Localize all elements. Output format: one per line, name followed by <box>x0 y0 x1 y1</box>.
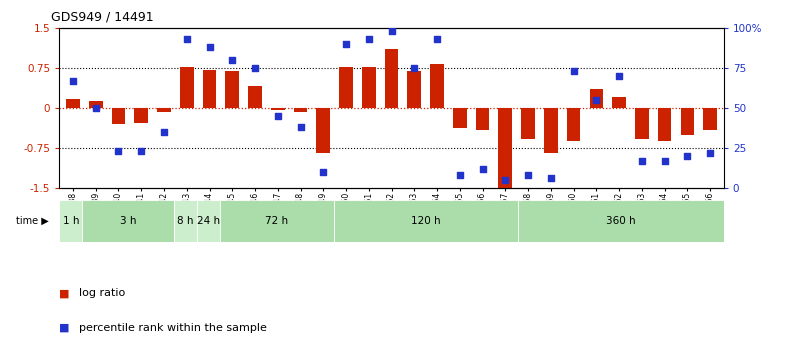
Bar <box>180 67 194 108</box>
Bar <box>202 70 216 108</box>
Bar <box>197 200 220 242</box>
Bar <box>703 108 717 130</box>
Bar <box>567 108 581 141</box>
Point <box>157 129 170 135</box>
Point <box>66 78 79 83</box>
Bar <box>293 108 308 112</box>
Point <box>362 36 375 42</box>
Point <box>590 97 603 102</box>
Point <box>226 57 239 62</box>
Bar <box>157 108 171 111</box>
Bar <box>658 108 672 141</box>
Point <box>89 105 102 110</box>
Point <box>112 148 125 154</box>
Text: log ratio: log ratio <box>79 288 125 298</box>
Text: 120 h: 120 h <box>411 216 441 226</box>
Point <box>658 158 671 164</box>
Bar <box>384 49 399 108</box>
Bar <box>89 101 103 108</box>
Bar <box>407 71 421 108</box>
Text: 3 h: 3 h <box>119 216 136 226</box>
Point <box>294 124 307 130</box>
Point <box>635 158 648 164</box>
Bar <box>339 67 353 108</box>
Bar <box>82 200 174 242</box>
Bar <box>475 108 490 130</box>
Text: 360 h: 360 h <box>606 216 635 226</box>
Text: 72 h: 72 h <box>266 216 289 226</box>
Bar <box>517 200 724 242</box>
Point <box>476 166 489 171</box>
Point <box>203 44 216 50</box>
Point <box>180 36 193 42</box>
Text: ■: ■ <box>59 288 70 298</box>
Bar <box>453 108 467 128</box>
Text: time ▶: time ▶ <box>16 216 48 226</box>
Point <box>613 73 626 78</box>
Point <box>385 28 398 33</box>
Text: 8 h: 8 h <box>177 216 194 226</box>
Bar <box>271 108 285 110</box>
Point <box>499 177 512 183</box>
Point <box>431 36 444 42</box>
Bar <box>544 108 558 153</box>
Text: 1 h: 1 h <box>62 216 79 226</box>
Point <box>544 176 557 181</box>
Bar <box>112 108 125 124</box>
Point <box>339 41 352 46</box>
Point <box>567 68 580 74</box>
Bar <box>589 89 604 108</box>
Bar <box>521 108 535 139</box>
Bar <box>335 200 517 242</box>
Bar <box>59 200 82 242</box>
Bar <box>316 108 330 153</box>
Bar <box>635 108 649 139</box>
Point <box>248 65 261 70</box>
Bar <box>248 87 262 108</box>
Point <box>317 169 330 175</box>
Point <box>704 150 717 156</box>
Text: 24 h: 24 h <box>197 216 220 226</box>
Bar <box>174 200 197 242</box>
Point <box>522 172 535 178</box>
Bar <box>498 108 512 189</box>
Bar <box>612 97 626 108</box>
Point <box>453 172 466 178</box>
Point <box>135 148 148 154</box>
Text: GDS949 / 14491: GDS949 / 14491 <box>51 10 154 23</box>
Bar <box>220 200 335 242</box>
Text: percentile rank within the sample: percentile rank within the sample <box>79 323 267 333</box>
Text: ■: ■ <box>59 323 70 333</box>
Bar <box>225 71 239 108</box>
Bar <box>680 108 694 135</box>
Bar <box>134 108 148 123</box>
Point <box>681 153 694 159</box>
Bar <box>430 64 444 108</box>
Bar <box>362 67 376 108</box>
Bar <box>66 99 80 108</box>
Point <box>271 113 284 119</box>
Point <box>408 65 421 70</box>
